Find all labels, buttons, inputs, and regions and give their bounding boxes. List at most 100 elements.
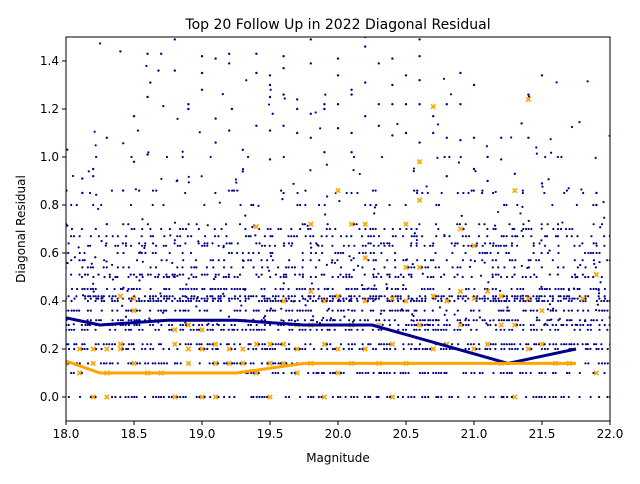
- navy-point: [603, 297, 607, 300]
- navy-point: [81, 343, 84, 346]
- navy-point: [391, 134, 394, 137]
- navy-point: [405, 258, 409, 261]
- navy-point: [440, 297, 443, 300]
- x-tick-label: 21.5: [529, 427, 556, 441]
- navy-point: [157, 299, 160, 303]
- navy-point: [603, 295, 606, 298]
- navy-point: [439, 328, 443, 331]
- navy-point: [410, 343, 413, 346]
- navy-point: [83, 328, 86, 331]
- navy-point: [317, 395, 320, 399]
- navy-point: [154, 275, 157, 279]
- navy-point: [152, 297, 155, 300]
- navy-point: [410, 323, 413, 327]
- navy-point: [254, 234, 257, 237]
- navy-point: [304, 304, 307, 307]
- navy-point: [293, 266, 296, 269]
- navy-point: [282, 275, 285, 279]
- navy-point: [273, 244, 277, 247]
- navy-point: [206, 328, 209, 331]
- navy-point: [505, 275, 509, 279]
- navy-point: [427, 395, 430, 399]
- navy-point: [296, 309, 299, 312]
- navy-point: [217, 299, 220, 303]
- navy-point: [597, 395, 601, 399]
- navy-point: [388, 319, 391, 322]
- navy-point: [119, 50, 122, 53]
- navy-point: [285, 309, 288, 312]
- navy-point: [348, 273, 351, 276]
- navy-point: [252, 328, 255, 331]
- navy-point: [162, 309, 166, 312]
- navy-point: [328, 328, 331, 331]
- navy-point: [162, 203, 165, 207]
- followup-point: [267, 394, 273, 400]
- navy-point: [584, 266, 587, 269]
- navy-point: [214, 275, 217, 279]
- navy-point: [89, 309, 92, 312]
- navy-point: [68, 328, 71, 331]
- navy-point: [271, 371, 274, 375]
- navy-point: [367, 395, 370, 399]
- navy-point: [136, 129, 140, 132]
- navy-point: [598, 260, 601, 264]
- navy-point: [331, 259, 334, 262]
- navy-point: [225, 235, 228, 238]
- navy-point: [353, 343, 356, 346]
- navy-point: [197, 240, 200, 243]
- navy-point: [230, 266, 233, 269]
- navy-point: [236, 328, 239, 331]
- navy-point: [108, 273, 111, 276]
- navy-point: [108, 275, 111, 279]
- navy-point: [205, 295, 209, 298]
- navy-point: [492, 227, 495, 231]
- navy-point: [181, 155, 184, 159]
- followup-point: [362, 346, 368, 352]
- followup-point: [321, 394, 328, 400]
- navy-point: [468, 265, 472, 268]
- navy-point: [163, 235, 166, 238]
- navy-point: [203, 297, 206, 300]
- navy-point: [309, 169, 312, 172]
- navy-point: [250, 203, 253, 207]
- navy-point: [301, 347, 304, 351]
- navy-point: [195, 223, 198, 226]
- navy-point: [211, 347, 214, 351]
- navy-point: [168, 328, 171, 331]
- navy-point: [222, 287, 226, 291]
- navy-point: [320, 328, 324, 331]
- navy-point: [198, 343, 201, 346]
- navy-point: [440, 395, 443, 399]
- navy-point: [274, 362, 277, 365]
- navy-point: [500, 309, 503, 312]
- navy-point: [413, 189, 416, 192]
- navy-point: [209, 328, 212, 331]
- navy-point: [333, 261, 337, 265]
- navy-point: [494, 259, 498, 262]
- navy-point: [377, 235, 381, 238]
- navy-point: [353, 223, 356, 226]
- followup-point: [294, 370, 300, 376]
- navy-point: [513, 297, 516, 300]
- navy-point: [241, 251, 244, 255]
- navy-point: [284, 266, 288, 269]
- navy-point: [151, 203, 154, 207]
- navy-point: [424, 297, 427, 300]
- navy-point: [467, 287, 470, 291]
- navy-point: [464, 235, 468, 238]
- navy-point: [506, 306, 509, 309]
- navy-point: [242, 259, 245, 262]
- navy-point: [375, 319, 378, 322]
- navy-point: [247, 347, 250, 351]
- navy-point: [434, 266, 437, 269]
- navy-point: [412, 170, 415, 173]
- navy-point: [238, 273, 242, 276]
- navy-point: [486, 155, 489, 159]
- navy-point: [373, 284, 376, 287]
- navy-band-points: [66, 42, 610, 399]
- navy-point: [483, 299, 486, 303]
- navy-point: [81, 294, 85, 297]
- navy-point: [137, 318, 141, 322]
- navy-point: [410, 319, 413, 322]
- navy-point: [532, 328, 536, 331]
